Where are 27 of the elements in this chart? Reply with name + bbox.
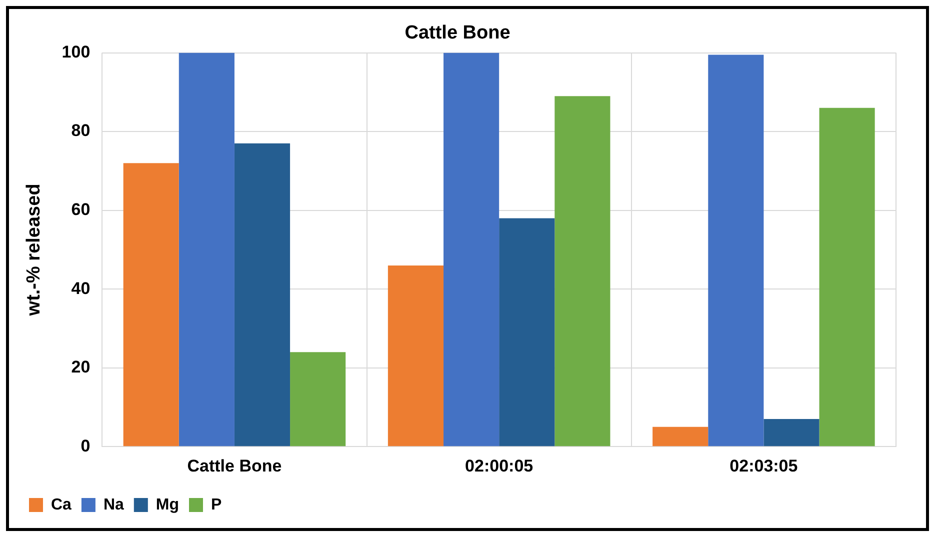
bar — [290, 352, 346, 446]
bar — [444, 52, 500, 446]
y-tick-label: 60 — [71, 200, 90, 220]
bar — [708, 54, 764, 446]
bar — [234, 143, 290, 446]
y-tick-label: 40 — [71, 278, 90, 298]
x-tick-label: 02:03:05 — [730, 456, 798, 476]
bar — [499, 218, 555, 446]
legend-label: Ca — [51, 496, 72, 514]
y-tick-label: 0 — [80, 436, 90, 456]
y-tick-label: 100 — [62, 42, 90, 62]
bar — [388, 265, 444, 446]
legend-label: Mg — [156, 496, 180, 514]
bar — [764, 419, 820, 446]
y-tick-label: 20 — [71, 358, 90, 377]
y-axis-title: wt.-% released — [24, 184, 45, 317]
x-tick-label: Cattle Bone — [187, 456, 282, 476]
y-tick-label: 80 — [71, 121, 90, 140]
bar — [123, 163, 179, 446]
bar — [819, 108, 875, 446]
legend-label: P — [211, 496, 222, 514]
x-tick-label: 02:00:05 — [465, 456, 534, 476]
bar — [554, 96, 610, 446]
legend-label: Na — [103, 496, 124, 514]
chart-title: Cattle Bone — [404, 22, 510, 44]
bar — [652, 426, 708, 446]
bar — [178, 52, 234, 446]
